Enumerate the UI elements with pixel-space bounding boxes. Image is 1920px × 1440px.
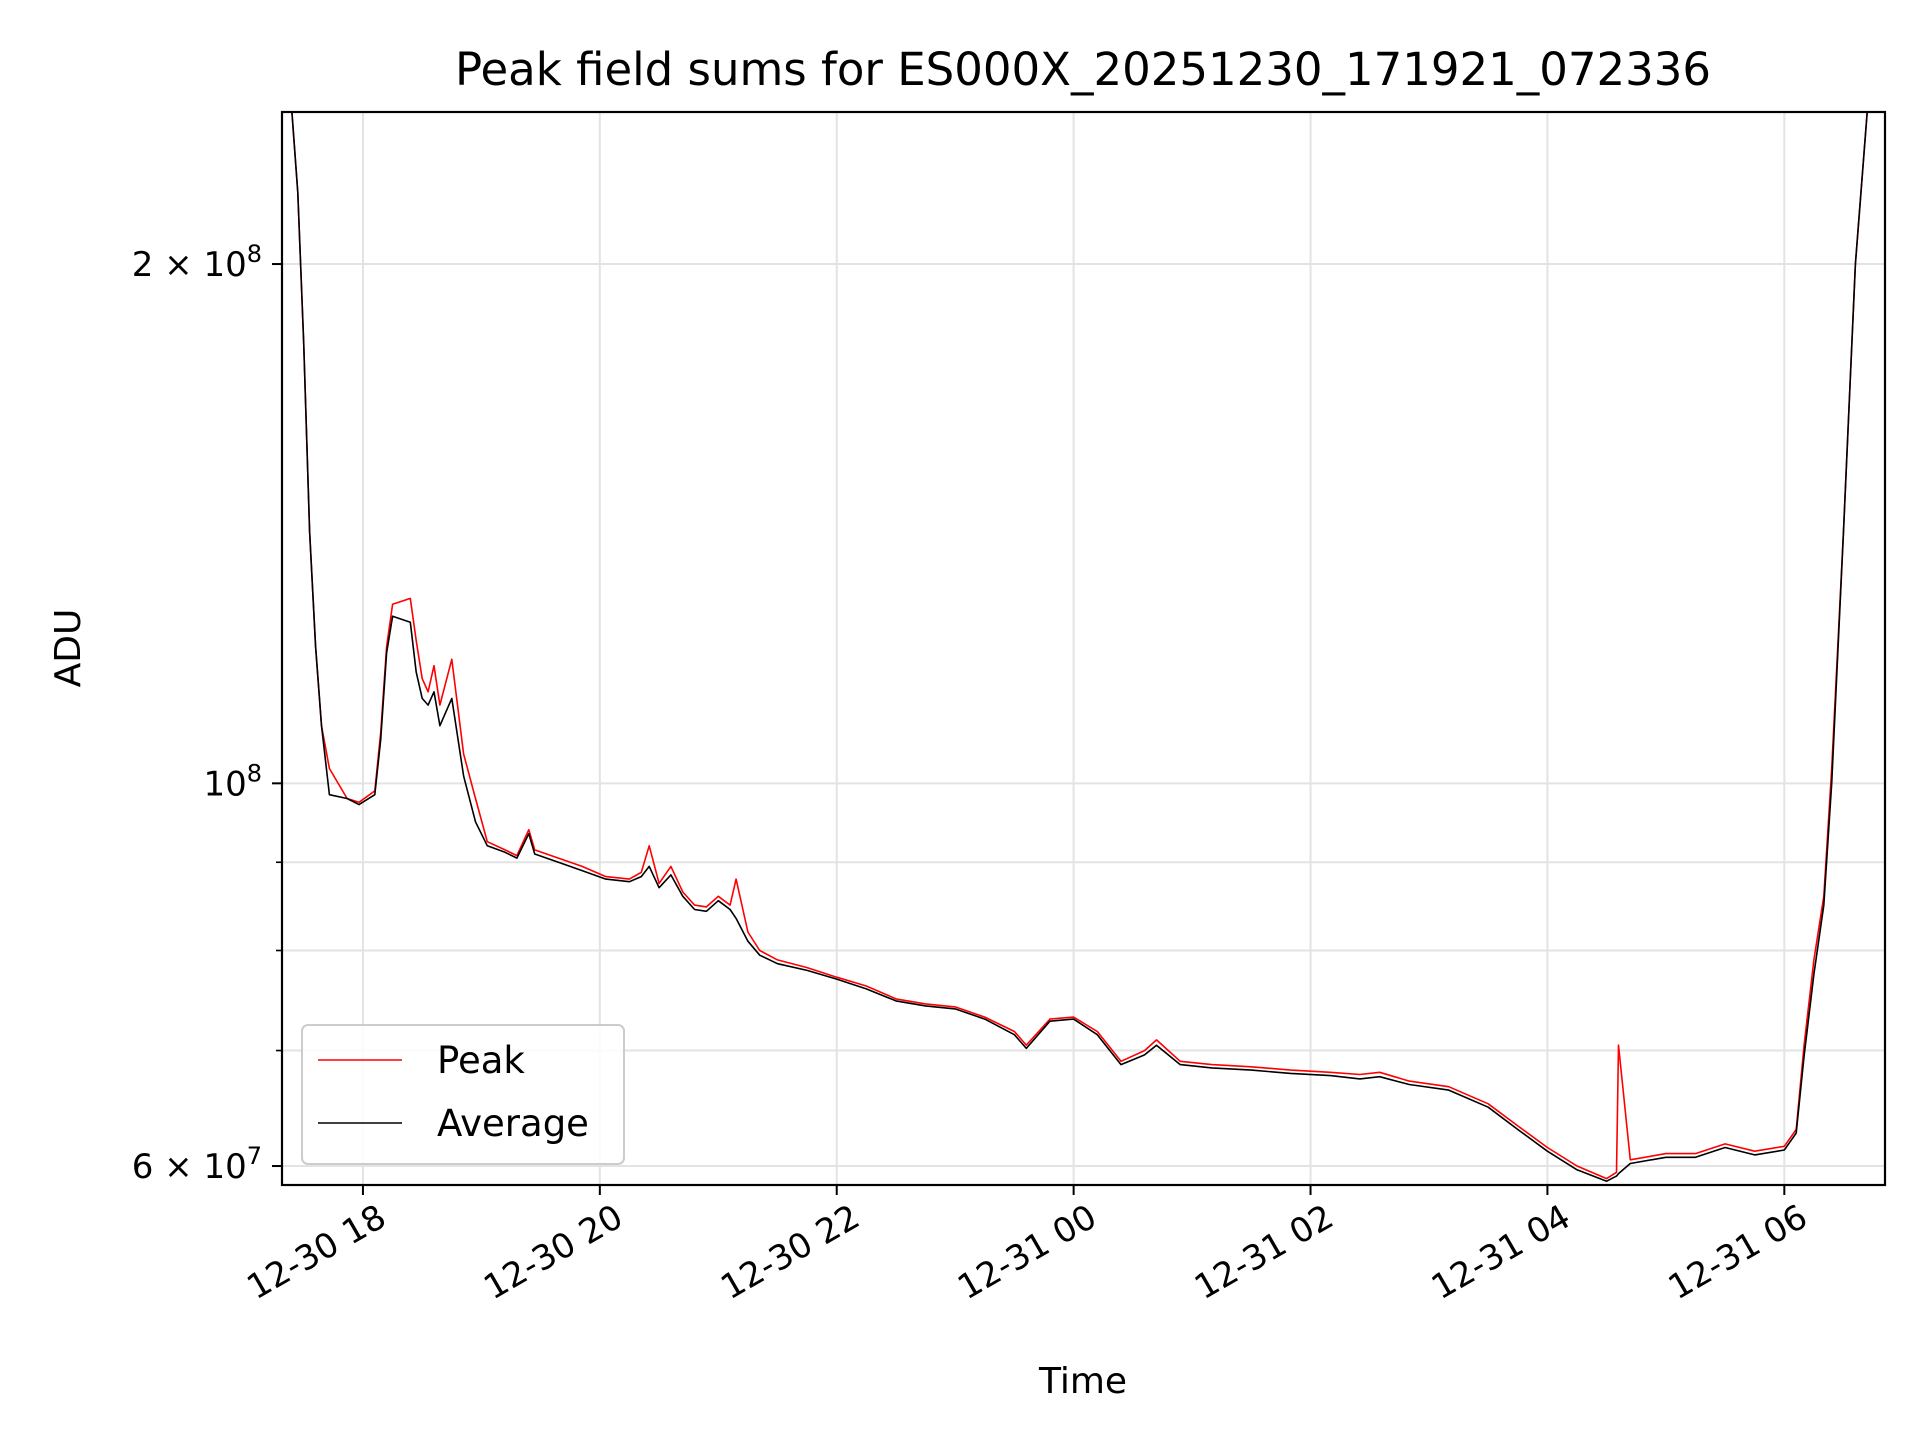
series-layer bbox=[291, 112, 1868, 1182]
y-tick-base: 2 × 10 bbox=[132, 245, 247, 285]
y-tick-exponent: 8 bbox=[247, 759, 262, 787]
legend-label-average: Average bbox=[437, 1102, 589, 1145]
legend-label-peak: Peak bbox=[437, 1039, 525, 1082]
series-line-average bbox=[291, 112, 1868, 1182]
y-tick-label: 2 × 108 bbox=[132, 240, 262, 285]
legend: Peak Average bbox=[301, 1024, 625, 1165]
plot-frame bbox=[280, 110, 1887, 1187]
series-line-peak bbox=[291, 112, 1868, 1180]
chart-title: Peak field sums for ES000X_20251230_1719… bbox=[455, 43, 1711, 96]
y-tick-label: 108 bbox=[203, 759, 262, 804]
y-tick-label: 6 × 107 bbox=[132, 1142, 262, 1187]
x-axis-label: Time bbox=[1038, 1361, 1127, 1402]
y-tick-base: 6 × 10 bbox=[132, 1147, 247, 1187]
y-tick-base: 10 bbox=[203, 764, 246, 804]
y-tick-exponent: 7 bbox=[247, 1142, 262, 1170]
y-axis-label: ADU bbox=[48, 609, 89, 688]
y-tick-exponent: 8 bbox=[247, 240, 262, 268]
